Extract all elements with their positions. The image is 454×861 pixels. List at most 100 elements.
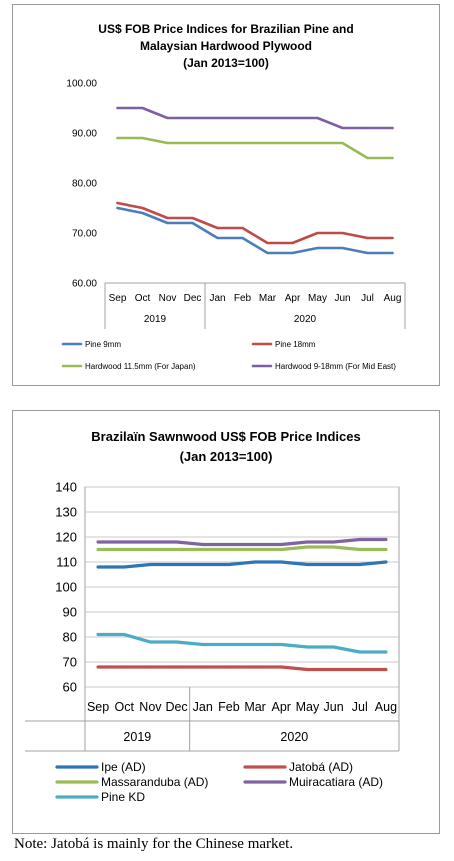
data-point: [384, 560, 388, 564]
data-point: [148, 640, 152, 644]
y-tick-label: 110: [56, 555, 77, 570]
data-point: [227, 643, 231, 646]
data-point: [175, 548, 179, 551]
data-point: [122, 665, 126, 669]
y-tick-label: 130: [55, 505, 77, 520]
data-point: [166, 116, 169, 120]
sawnwood-price-chart: Brazilaïn Sawnwood US$ FOB Price Indices…: [25, 429, 400, 804]
year-group-label: 2019: [123, 730, 151, 744]
data-point: [358, 548, 362, 551]
series-line-4: [116, 106, 394, 130]
data-point: [253, 560, 257, 564]
legend-label: Muiracatiara (AD): [289, 775, 383, 789]
y-tick-label: 60.00: [72, 279, 97, 290]
series-line-2: [116, 201, 394, 245]
x-tick-label: Feb: [234, 293, 252, 304]
x-tick-label: Apr: [285, 293, 301, 304]
data-point: [201, 563, 205, 566]
data-point: [266, 241, 269, 245]
data-point: [227, 543, 231, 546]
x-tick-label: Aug: [375, 700, 397, 714]
data-point: [122, 548, 126, 551]
chart-title: US$ FOB Price Indices for Brazilian Pine…: [98, 22, 353, 36]
x-tick-label: Oct: [115, 700, 135, 714]
data-point: [241, 141, 244, 145]
data-point: [148, 563, 152, 566]
data-point: [191, 216, 194, 220]
x-tick-label: May: [308, 293, 327, 304]
data-point: [316, 246, 319, 250]
data-point: [279, 665, 283, 669]
data-point: [166, 216, 169, 220]
data-point: [175, 665, 179, 669]
x-tick-label: Jun: [324, 700, 344, 714]
data-point: [241, 116, 244, 120]
data-point: [175, 640, 179, 644]
data-point: [332, 645, 336, 649]
x-tick-label: Apr: [272, 700, 291, 714]
x-tick-label: Feb: [218, 700, 240, 714]
data-point: [175, 563, 179, 566]
data-point: [253, 643, 257, 646]
x-tick-label: Jul: [361, 293, 374, 304]
year-group-label: 2019: [144, 314, 167, 325]
data-point: [291, 251, 294, 255]
data-point: [341, 141, 344, 145]
data-point: [166, 221, 169, 225]
y-tick-label: 140: [55, 480, 77, 495]
data-point: [305, 668, 309, 671]
data-point: [305, 545, 309, 549]
data-point: [241, 226, 244, 230]
year-group-label: 2020: [280, 730, 308, 744]
x-tick-label: Dec: [184, 293, 202, 304]
data-point: [201, 543, 205, 546]
data-point: [279, 543, 283, 546]
x-tick-label: Jun: [334, 293, 350, 304]
x-tick-label: Jul: [352, 700, 368, 714]
legend-label: Hardwood 11.5mm (For Japan): [85, 362, 196, 371]
y-tick-label: 80: [63, 630, 77, 645]
data-point: [116, 206, 119, 210]
data-point: [141, 106, 144, 110]
data-point: [341, 246, 344, 250]
data-point: [141, 211, 144, 215]
data-point: [96, 633, 100, 636]
data-point: [201, 665, 205, 669]
data-point: [316, 116, 319, 120]
data-point: [122, 633, 126, 636]
x-tick-label: Nov: [139, 700, 162, 714]
x-tick-label: Dec: [165, 700, 187, 714]
series-line-3: [96, 545, 388, 552]
data-point: [332, 563, 336, 566]
chart-title: Brazilaïn Sawnwood US$ FOB Price Indices: [91, 429, 360, 444]
legend-label: Hardwood 9-18mm (For Mid East): [275, 362, 396, 371]
data-point: [279, 560, 283, 564]
data-point: [116, 136, 119, 140]
data-point: [253, 548, 257, 551]
data-point: [366, 251, 369, 255]
series-line-4: [96, 537, 388, 547]
legend-label: Jatobá (AD): [289, 760, 353, 774]
data-point: [141, 206, 144, 210]
data-point: [279, 643, 283, 646]
data-point: [216, 141, 219, 145]
data-point: [358, 650, 362, 654]
year-group-label: 2020: [294, 314, 317, 325]
x-tick-label: Oct: [135, 293, 151, 304]
legend-label: Pine KD: [101, 790, 145, 804]
data-point: [291, 141, 294, 145]
data-point: [96, 565, 100, 569]
data-point: [316, 141, 319, 145]
x-tick-label: Mar: [259, 293, 277, 304]
data-point: [358, 668, 362, 671]
data-point: [332, 540, 336, 544]
data-point: [227, 563, 231, 566]
data-point: [358, 538, 362, 541]
data-point: [148, 540, 152, 544]
data-point: [332, 545, 336, 549]
data-point: [201, 548, 205, 551]
data-point: [148, 665, 152, 669]
data-point: [391, 126, 394, 130]
series-line-3: [116, 136, 394, 160]
data-point: [291, 116, 294, 120]
